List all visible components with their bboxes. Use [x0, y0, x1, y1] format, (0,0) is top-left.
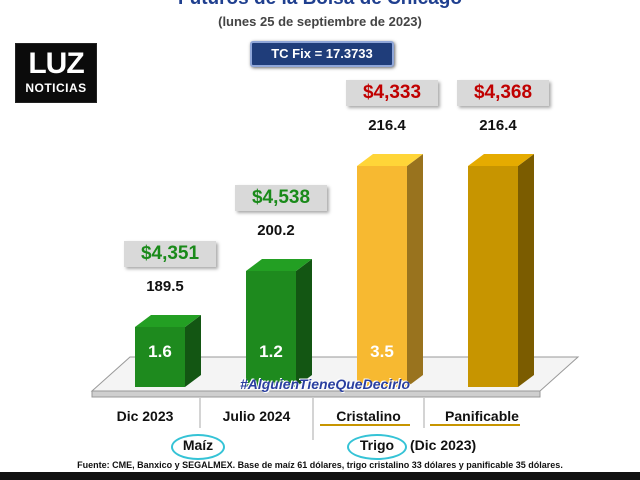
bar-inner-label: 3.5: [370, 342, 394, 361]
category-label: Cristalino: [336, 408, 401, 424]
category-label: Julio 2024: [222, 408, 291, 424]
exchange-rate-badge: TC Fix = 17.3733: [250, 41, 394, 67]
category-dividers: [199, 398, 520, 440]
price-label: $4,538: [235, 185, 327, 211]
price-label: $4,368: [457, 80, 549, 106]
group-label-trigo: Trigo: [359, 437, 395, 453]
trigo-highlight-circle: [347, 434, 407, 460]
bar-side: [296, 259, 312, 387]
bar-front: [246, 271, 296, 387]
bar-julio-2024: [246, 259, 312, 387]
bottom-bar: [0, 472, 640, 480]
luz-noticias-logo: LUZ NOTICIAS: [15, 43, 97, 103]
chart-floor: [90, 356, 580, 398]
bar-front: [135, 327, 185, 387]
chart-title: Futuros de la Bolsa de Chicago: [0, 0, 640, 10]
bar-top: [468, 154, 534, 166]
bar-inner-label: 1.2: [259, 342, 283, 361]
category-label: Dic 2023: [116, 408, 174, 424]
data-value-label: 216.4: [368, 117, 406, 134]
data-value-label: 189.5: [146, 278, 184, 295]
bar-inner-label: 1.6: [148, 342, 172, 361]
category-label: Panificable: [445, 408, 519, 424]
group-label-trigo-note: (Dic 2023): [410, 437, 477, 453]
bar-top: [357, 154, 423, 166]
chart-subtitle: (lunes 25 de septiembre de 2023): [218, 14, 422, 29]
logo-text-noticias: NOTICIAS: [25, 81, 87, 95]
bar-top: [246, 259, 312, 271]
hashtag-label: #AlguienTieneQueDecirlo: [239, 376, 411, 392]
bar-top: [135, 315, 201, 327]
source-footnote: Fuente: CME, Banxico y SEGALMEX. Base de…: [77, 460, 563, 470]
bar-dic-2023: [135, 315, 201, 387]
data-value-label: 200.2: [257, 222, 295, 239]
maiz-highlight-circle: [171, 434, 225, 460]
price-label: $4,351: [124, 241, 216, 267]
bar-cristalino: [357, 154, 423, 387]
price-label: $4,333: [346, 80, 438, 106]
bar-side: [518, 154, 534, 387]
logo-text-luz: LUZ: [28, 47, 84, 80]
bar-front: [357, 166, 407, 387]
bar-front: [468, 166, 518, 387]
group-label-maiz: Maíz: [182, 437, 214, 453]
bar-panificable: [468, 154, 534, 387]
bar-side: [185, 315, 201, 387]
data-value-label: 216.4: [479, 117, 517, 134]
bar-side: [407, 154, 423, 387]
